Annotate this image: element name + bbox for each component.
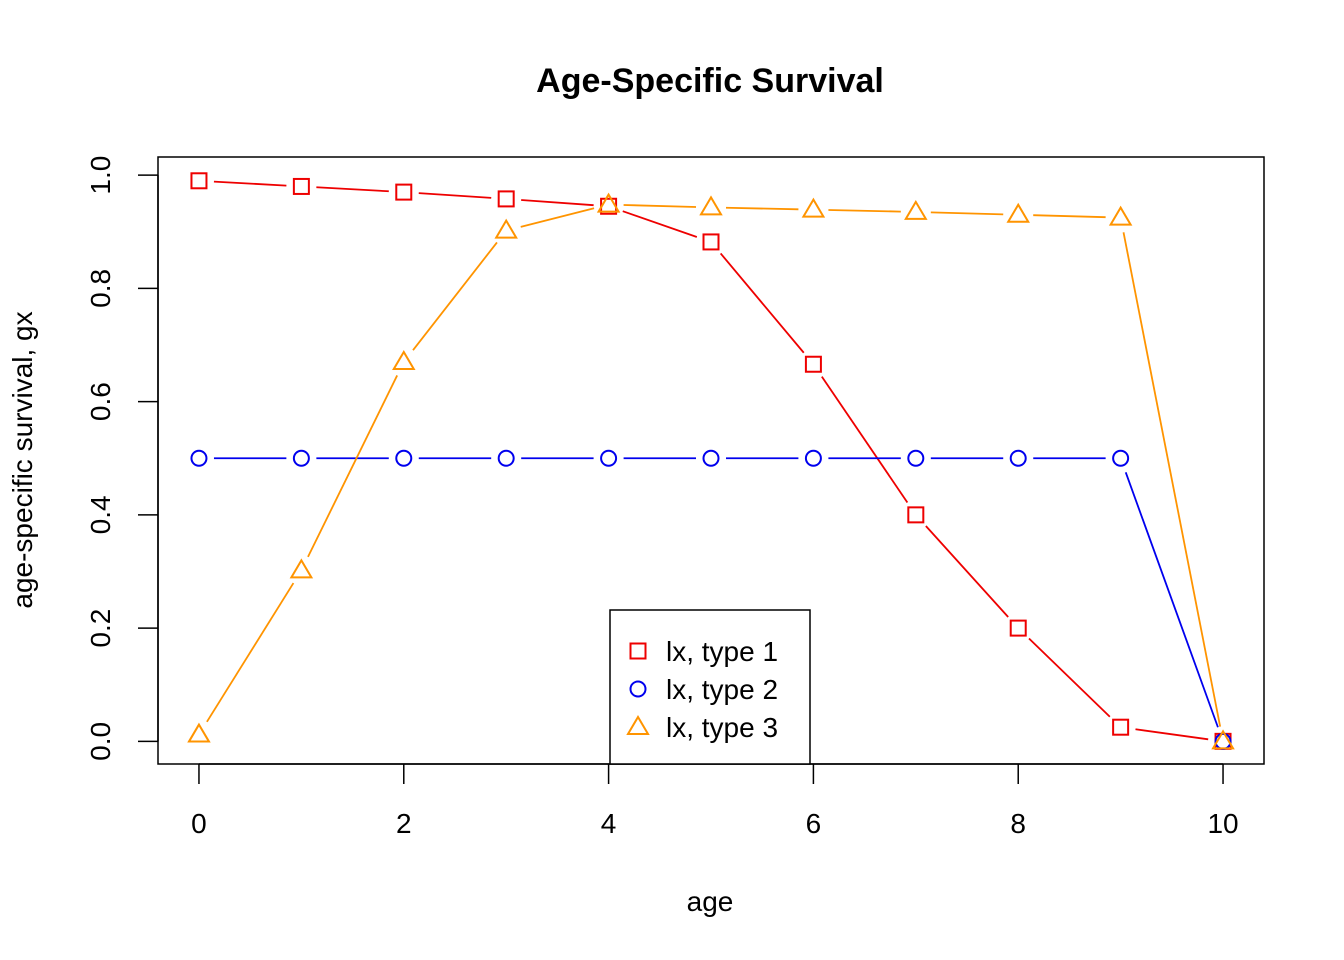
series-2-point — [395, 449, 413, 467]
y-tick-label: 0.6 — [85, 382, 116, 421]
chart-title: Age-Specific Survival — [536, 62, 884, 100]
series-1-segment — [316, 186, 389, 193]
legend-label-2: lx, type 2 — [666, 674, 778, 705]
x-tick-label: 4 — [601, 808, 617, 839]
series-3-point — [801, 197, 826, 218]
series-2-segment — [1124, 472, 1219, 728]
series-3-segment — [828, 209, 901, 213]
series-2-point — [702, 449, 720, 467]
y-tick-label: 0.8 — [85, 269, 116, 308]
series-3-point — [494, 218, 518, 239]
series-1-point — [1009, 619, 1027, 637]
series-2-point — [907, 449, 925, 467]
series-2-point — [804, 449, 822, 467]
y-tick-label: 0.2 — [85, 609, 116, 648]
series-1-segment — [521, 199, 594, 207]
series-1-point — [497, 190, 515, 208]
series-1-point — [292, 177, 310, 195]
series-2-point — [1009, 449, 1027, 467]
y-tick-label: 0.4 — [85, 495, 116, 534]
series-2-point — [497, 449, 515, 467]
x-tick-label: 2 — [396, 808, 412, 839]
series-3-point — [392, 350, 416, 370]
series-3-point — [699, 195, 723, 216]
series-3-segment — [307, 375, 398, 558]
series-1-segment — [1028, 637, 1111, 718]
series-3-point — [187, 722, 211, 743]
y-tick-label: 0.0 — [85, 722, 116, 761]
legend-label-1: lx, type 1 — [666, 636, 778, 667]
series-1-point — [907, 506, 925, 524]
series-2-point — [600, 449, 618, 467]
series-1-point — [1112, 718, 1130, 736]
series-3-segment — [930, 211, 1004, 216]
series-1-point — [702, 233, 720, 251]
series-1-segment — [821, 376, 909, 503]
series-layer — [187, 172, 1235, 750]
y-tick-label: 1.0 — [85, 156, 116, 195]
series-3-segment — [1033, 214, 1106, 219]
series-3-segment — [412, 241, 498, 351]
series-3-point — [596, 192, 621, 213]
series-3-segment — [520, 207, 595, 228]
series-1-point — [190, 172, 208, 190]
series-1-segment — [925, 525, 1009, 618]
legend-marker-3 — [626, 715, 650, 735]
legend: lx, type 1 lx, type 2 lx, type 3 — [609, 609, 811, 765]
series-3-segment — [206, 582, 295, 723]
y-axis-label: age-specific survival, gx — [7, 311, 38, 608]
series-1-segment — [719, 252, 805, 354]
series-3 — [187, 192, 1235, 750]
series-3-point — [1006, 202, 1030, 223]
series-3-segment — [1122, 232, 1222, 727]
legend-label-3: lx, type 3 — [666, 712, 778, 743]
series-3-point — [1108, 205, 1133, 226]
series-2 — [190, 449, 1232, 750]
legend-marker-1 — [629, 642, 647, 660]
series-3-point — [904, 199, 928, 220]
series-1-segment — [418, 192, 492, 199]
series-2-point — [292, 449, 310, 467]
series-2-point — [1112, 449, 1130, 467]
x-tick-label: 10 — [1207, 808, 1238, 839]
legend-box — [609, 609, 811, 765]
x-tick-label: 6 — [806, 808, 822, 839]
series-3-point — [1211, 729, 1235, 750]
series-3-point — [289, 558, 314, 579]
x-tick-label: 0 — [191, 808, 207, 839]
series-1-segment — [213, 180, 287, 187]
x-axis: 0 2 4 6 8 10 — [191, 763, 1239, 839]
series-1-point — [804, 355, 822, 373]
x-axis-label: age — [687, 886, 734, 917]
legend-marker-2 — [629, 680, 647, 698]
series-2-point — [190, 449, 208, 467]
y-axis: 0.0 0.2 0.4 0.6 0.8 1.0 — [85, 156, 159, 761]
series-1-segment — [622, 210, 698, 238]
series-3-segment — [725, 206, 799, 211]
series-1-point — [395, 183, 413, 201]
x-tick-label: 8 — [1010, 808, 1026, 839]
series-3-segment — [623, 204, 697, 208]
series-1-segment — [1135, 728, 1209, 741]
